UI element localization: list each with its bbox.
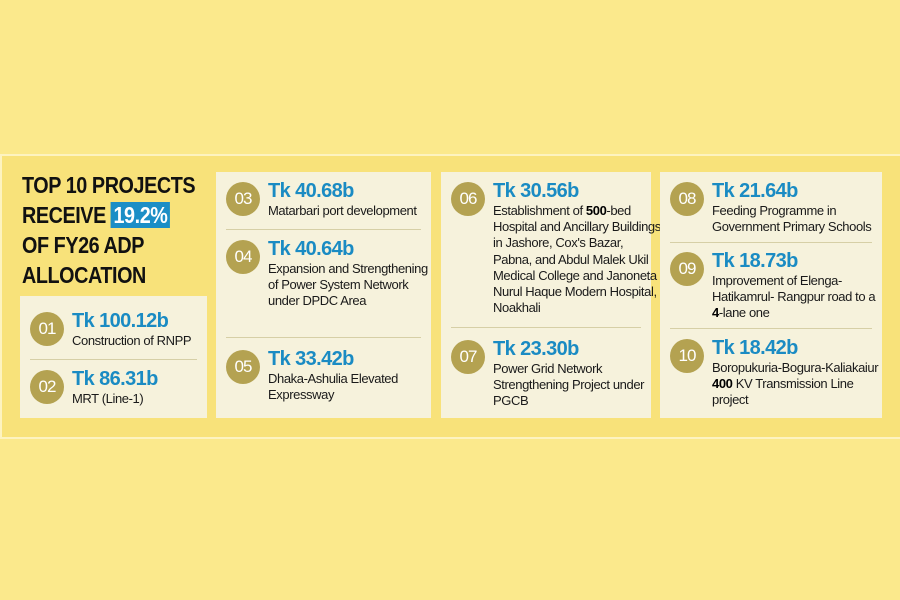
rank-badge: 09: [670, 252, 704, 286]
project-description: Construction of RNPP: [72, 333, 244, 349]
rank-badge: 10: [670, 339, 704, 373]
project-description: Boropukuria-Bogura-Kaliakaiur 400 KV Tra…: [712, 360, 884, 409]
description-text: Construction of RNPP: [72, 333, 192, 348]
project-card-1: 01 Tk 100.12b Construction of RNPP 02 Tk 86…: [20, 296, 207, 418]
rank-badge: 05: [226, 350, 260, 384]
rank-badge: 01: [30, 312, 64, 346]
description-text-end: -lane one: [718, 305, 770, 321]
divider: [670, 328, 872, 329]
title-line-4: ALLOCATION: [22, 262, 146, 288]
divider: [451, 327, 641, 328]
project-card-3: 06 Tk 30.56b Establishment of 500-bed Hosp…: [441, 172, 661, 418]
description-text: Power Grid Network Strengthening Project…: [493, 361, 645, 409]
description-text: Boropukuria-Bogura-Kaliakaiur: [712, 360, 879, 375]
project-description: Power Grid Network Strengthening Project…: [493, 361, 665, 410]
allocation-amount: Tk 40.68b: [268, 180, 354, 202]
project-description: Dhaka-Ashulia Elevated Expressway: [268, 371, 440, 403]
allocation-amount: Tk 30.56b: [493, 180, 579, 202]
allocation-amount: Tk 18.42b: [712, 337, 798, 359]
rank-badge: 08: [670, 182, 704, 216]
rank-badge: 04: [226, 240, 260, 274]
percentage-highlight: 19.2%: [110, 202, 171, 228]
rank-badge: 03: [226, 182, 260, 216]
description-text: Improvement of Elenga-Hatikamrul- Rangpu…: [712, 273, 876, 305]
description-text-end: KV Transmission Line project: [712, 376, 854, 408]
rank-badge: 02: [30, 370, 64, 404]
description-bold: 500: [585, 203, 607, 218]
allocation-amount: Tk 21.64b: [712, 180, 798, 202]
divider: [226, 229, 421, 230]
title-line-2: RECEIVE 19.2%: [22, 200, 195, 230]
divider: [670, 242, 872, 243]
project-description: Expansion and Strengthening of Power Sys…: [268, 261, 440, 310]
allocation-amount: Tk 40.64b: [268, 238, 354, 260]
title-line-2-text: RECEIVE: [22, 202, 106, 228]
allocation-amount: Tk 18.73b: [712, 250, 798, 272]
infographic-title: TOP 10 PROJECTS RECEIVE 19.2% OF FY26 AD…: [22, 170, 196, 290]
allocation-amount: Tk 86.31b: [72, 368, 158, 390]
project-description: MRT (Line-1): [72, 391, 244, 407]
title-line-3: OF FY26 ADP: [22, 232, 145, 258]
description-text: MRT (Line-1): [72, 391, 144, 406]
description-text: Matarbari port development: [268, 203, 417, 218]
allocation-amount: Tk 33.42b: [268, 348, 354, 370]
allocation-amount: Tk 23.30b: [493, 338, 579, 360]
title-line-1: TOP 10 PROJECTS: [22, 172, 196, 198]
description-bold: 4: [712, 305, 719, 321]
project-description: Establishment of 500-bed Hospital and An…: [493, 203, 665, 316]
description-bold: 400: [712, 376, 733, 392]
description-text-end: -bed Hospital and Ancillary Buildings in…: [493, 203, 661, 316]
divider: [226, 337, 421, 338]
allocation-amount: Tk 100.12b: [72, 310, 169, 332]
description-text: Dhaka-Ashulia Elevated Expressway: [268, 371, 398, 403]
description-text: Expansion and Strengthening of Power Sys…: [268, 261, 428, 309]
project-card-4: 08 Tk 21.64b Feeding Programme in Governme…: [660, 172, 882, 418]
rank-badge: 07: [451, 340, 485, 374]
project-description: Feeding Programme in Government Primary …: [712, 203, 884, 235]
description-text: Feeding Programme in Government Primary …: [712, 203, 872, 235]
project-description: Improvement of Elenga-Hatikamrul- Rangpu…: [712, 273, 884, 322]
description-text: Establishment of: [493, 203, 586, 218]
rank-badge: 06: [451, 182, 485, 216]
divider: [30, 359, 197, 360]
project-description: Matarbari port development: [268, 203, 440, 219]
project-card-2: 03 Tk 40.68b Matarbari port development 04…: [216, 172, 431, 418]
